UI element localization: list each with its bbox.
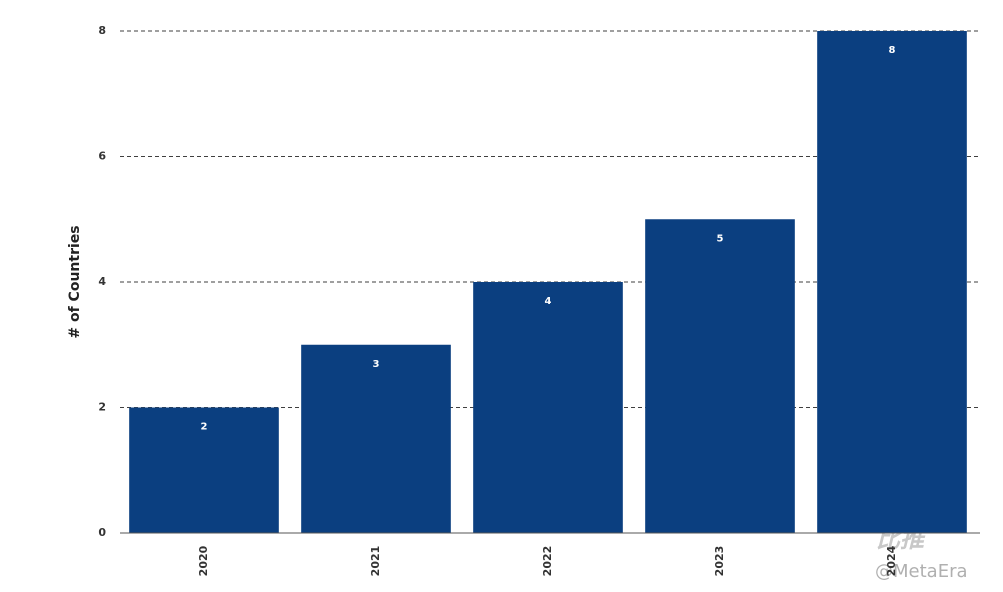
value-label: 5 xyxy=(717,233,724,244)
value-label: 3 xyxy=(373,359,380,370)
bar xyxy=(473,282,623,533)
bar xyxy=(645,219,795,533)
y-tick-label: 6 xyxy=(98,150,106,163)
y-tick-label: 4 xyxy=(98,275,106,288)
bar xyxy=(817,31,967,533)
y-tick-label: 2 xyxy=(98,401,106,414)
bar xyxy=(301,344,451,533)
value-label: 4 xyxy=(545,296,552,307)
y-tick-label: 0 xyxy=(98,526,106,539)
x-tick-label: 2020 xyxy=(197,545,210,576)
value-label: 8 xyxy=(889,45,896,56)
y-tick-label: 8 xyxy=(98,24,106,37)
x-tick-label: 2024 xyxy=(885,545,898,576)
x-tick-label: 2022 xyxy=(541,546,554,577)
x-tick-label: 2021 xyxy=(369,546,382,577)
watermark: @MetaEra xyxy=(875,561,968,582)
value-label: 2 xyxy=(201,422,208,433)
bar xyxy=(129,407,279,533)
y-axis-label: # of Countries xyxy=(67,225,83,338)
x-tick-label: 2023 xyxy=(713,546,726,577)
